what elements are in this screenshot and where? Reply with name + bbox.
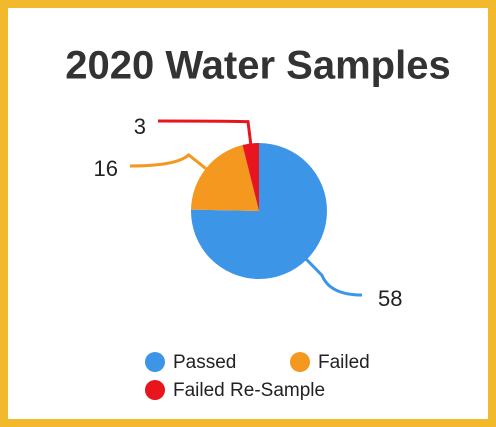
chart-title: 2020 Water Samples xyxy=(65,44,450,88)
leader-line xyxy=(302,255,363,297)
data-label: 58 xyxy=(378,286,402,311)
leader-line xyxy=(157,119,253,148)
pie-slice xyxy=(242,143,259,211)
pie-slice xyxy=(191,143,327,280)
legend-swatch xyxy=(145,380,165,400)
legend-label: Failed xyxy=(318,352,370,373)
legend-label: Passed xyxy=(173,352,236,373)
data-label: 3 xyxy=(134,114,146,139)
legend-label: Failed Re-Sample xyxy=(173,380,325,401)
legend-swatch xyxy=(145,352,165,372)
data-label: 16 xyxy=(94,156,118,181)
leader-line xyxy=(129,152,210,173)
pie-slice xyxy=(191,145,259,211)
legend-swatch xyxy=(290,352,310,372)
